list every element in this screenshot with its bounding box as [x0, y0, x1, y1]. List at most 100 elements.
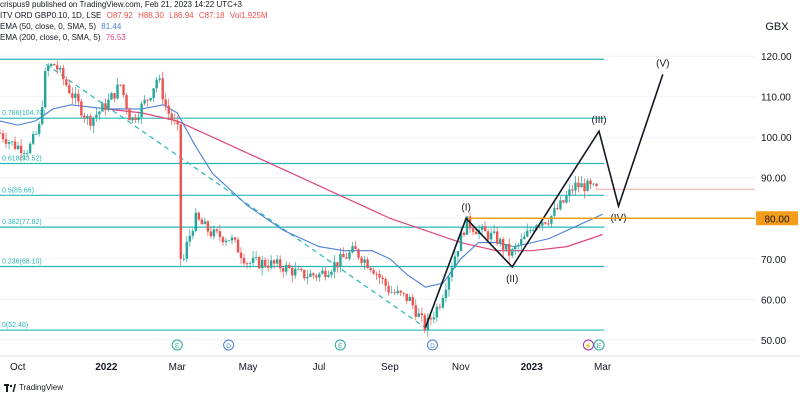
candle-161 — [483, 221, 487, 232]
candle-body-28 — [83, 115, 86, 118]
candle-body-145 — [435, 306, 439, 318]
candle-body-55 — [164, 99, 167, 106]
candle-body-125 — [375, 273, 378, 275]
candle-body-4 — [10, 141, 14, 143]
candle-69 — [206, 220, 210, 237]
candle-body-60 — [179, 124, 182, 259]
candle-186 — [559, 196, 562, 211]
candle-body-99 — [297, 268, 300, 270]
candle-13 — [37, 121, 41, 137]
price-axis[interactable]: GBX 50.00 60.00 70.00 90.00 100.00 110.00 120.0… — [761, 21, 792, 347]
candle-122 — [366, 256, 369, 269]
candle-108 — [324, 267, 327, 281]
candle-body-57 — [170, 113, 173, 121]
candle-126 — [378, 270, 381, 285]
candle-body-71 — [212, 229, 216, 237]
candle-157 — [471, 226, 475, 236]
candle-31 — [92, 116, 95, 134]
candle-84 — [251, 250, 255, 266]
candle-146 — [438, 303, 442, 311]
candle-body-178 — [535, 225, 538, 230]
candle-19 — [56, 60, 59, 75]
candle-9 — [25, 150, 29, 158]
candle-body-70 — [209, 231, 213, 237]
candle-130 — [390, 286, 393, 294]
candle-body-35 — [104, 103, 107, 111]
candle-body-101 — [303, 269, 306, 279]
candle-174 — [523, 232, 526, 240]
candle-86 — [257, 255, 261, 270]
candle-body-143 — [429, 318, 433, 320]
candle-53 — [158, 74, 161, 83]
fibonacci-retracement: 0.786(104.70) 0.618(93.52) 0.5(85.66) 0.382… — [0, 58, 755, 331]
candle-59 — [176, 116, 179, 131]
candle-body-139 — [417, 313, 420, 317]
candle-75 — [224, 237, 228, 246]
candle-16 — [47, 63, 50, 77]
candle-41 — [122, 84, 125, 98]
candle-body-34 — [101, 103, 104, 112]
candle-body-63 — [188, 235, 192, 242]
candle-body-105 — [315, 275, 318, 278]
candle-body-61 — [182, 258, 185, 260]
candle-body-190 — [571, 189, 574, 191]
candle-body-194 — [583, 183, 586, 192]
candle-body-33 — [98, 111, 101, 115]
candle-body-120 — [360, 257, 363, 263]
x-tick-5: Sep — [381, 362, 399, 373]
candle-2 — [4, 132, 8, 149]
event-marker-label-4: ⚡ — [584, 342, 592, 350]
candle-body-73 — [218, 231, 222, 238]
candle-166 — [498, 236, 502, 247]
candle-113 — [339, 247, 342, 273]
x-tick-0: Oct — [10, 362, 26, 373]
candle-body-54 — [161, 78, 164, 100]
candle-77 — [230, 234, 234, 245]
event-marker-label-2: E — [338, 343, 343, 350]
candle-body-163 — [489, 232, 493, 240]
candle-45 — [134, 113, 137, 124]
candle-124 — [372, 267, 375, 275]
candle-119 — [357, 248, 360, 261]
candle-body-18 — [53, 64, 56, 66]
tradingview-logo[interactable]: TradingView — [4, 383, 63, 392]
candle-6 — [16, 142, 20, 151]
candle-177 — [532, 227, 535, 233]
symbol-legend[interactable]: ITV ORD GBP0.10, 1D, LSE O87.92 H88.30 L… — [0, 11, 271, 20]
candle-body-155 — [465, 216, 469, 235]
time-axis[interactable]: Oct 2022 Mar May Jul Sep Nov 2023 Mar — [0, 355, 800, 373]
candle-167 — [501, 236, 505, 257]
candle-body-96 — [288, 264, 291, 269]
candle-body-157 — [471, 228, 475, 232]
ema50-value: 81.44 — [101, 22, 122, 31]
candle-8 — [22, 149, 26, 161]
candle-180 — [541, 221, 544, 231]
candle-18 — [53, 63, 56, 66]
candle-32 — [95, 108, 98, 122]
candle-70 — [209, 226, 213, 239]
ema200-legend[interactable]: EMA (200, close, 0, SMA, 5) 76.53 — [0, 33, 129, 42]
candle-body-107 — [321, 270, 324, 274]
candle-120 — [360, 255, 363, 267]
event-marker-label-1: D — [226, 343, 231, 350]
candle-78 — [233, 236, 237, 243]
candle-134 — [402, 292, 405, 297]
event-marker-0 — [171, 339, 183, 351]
candle-body-1 — [1, 133, 5, 140]
candle-10 — [28, 141, 32, 155]
candle-196 — [589, 178, 592, 190]
candle-95 — [285, 261, 288, 276]
candle-body-78 — [233, 237, 237, 240]
candle-76 — [227, 240, 231, 242]
candle-169 — [507, 237, 511, 263]
candle-140 — [420, 307, 424, 323]
event-marker-label-3: D — [430, 343, 435, 350]
candle-54 — [161, 71, 164, 105]
candle-body-187 — [562, 200, 565, 203]
ema50-legend[interactable]: EMA (50, close, 0, SMA, 5) 81.44 — [0, 22, 124, 31]
candle-26 — [77, 89, 80, 106]
candle-129 — [387, 281, 390, 296]
candle-17 — [50, 63, 53, 68]
candle-104 — [312, 272, 315, 279]
